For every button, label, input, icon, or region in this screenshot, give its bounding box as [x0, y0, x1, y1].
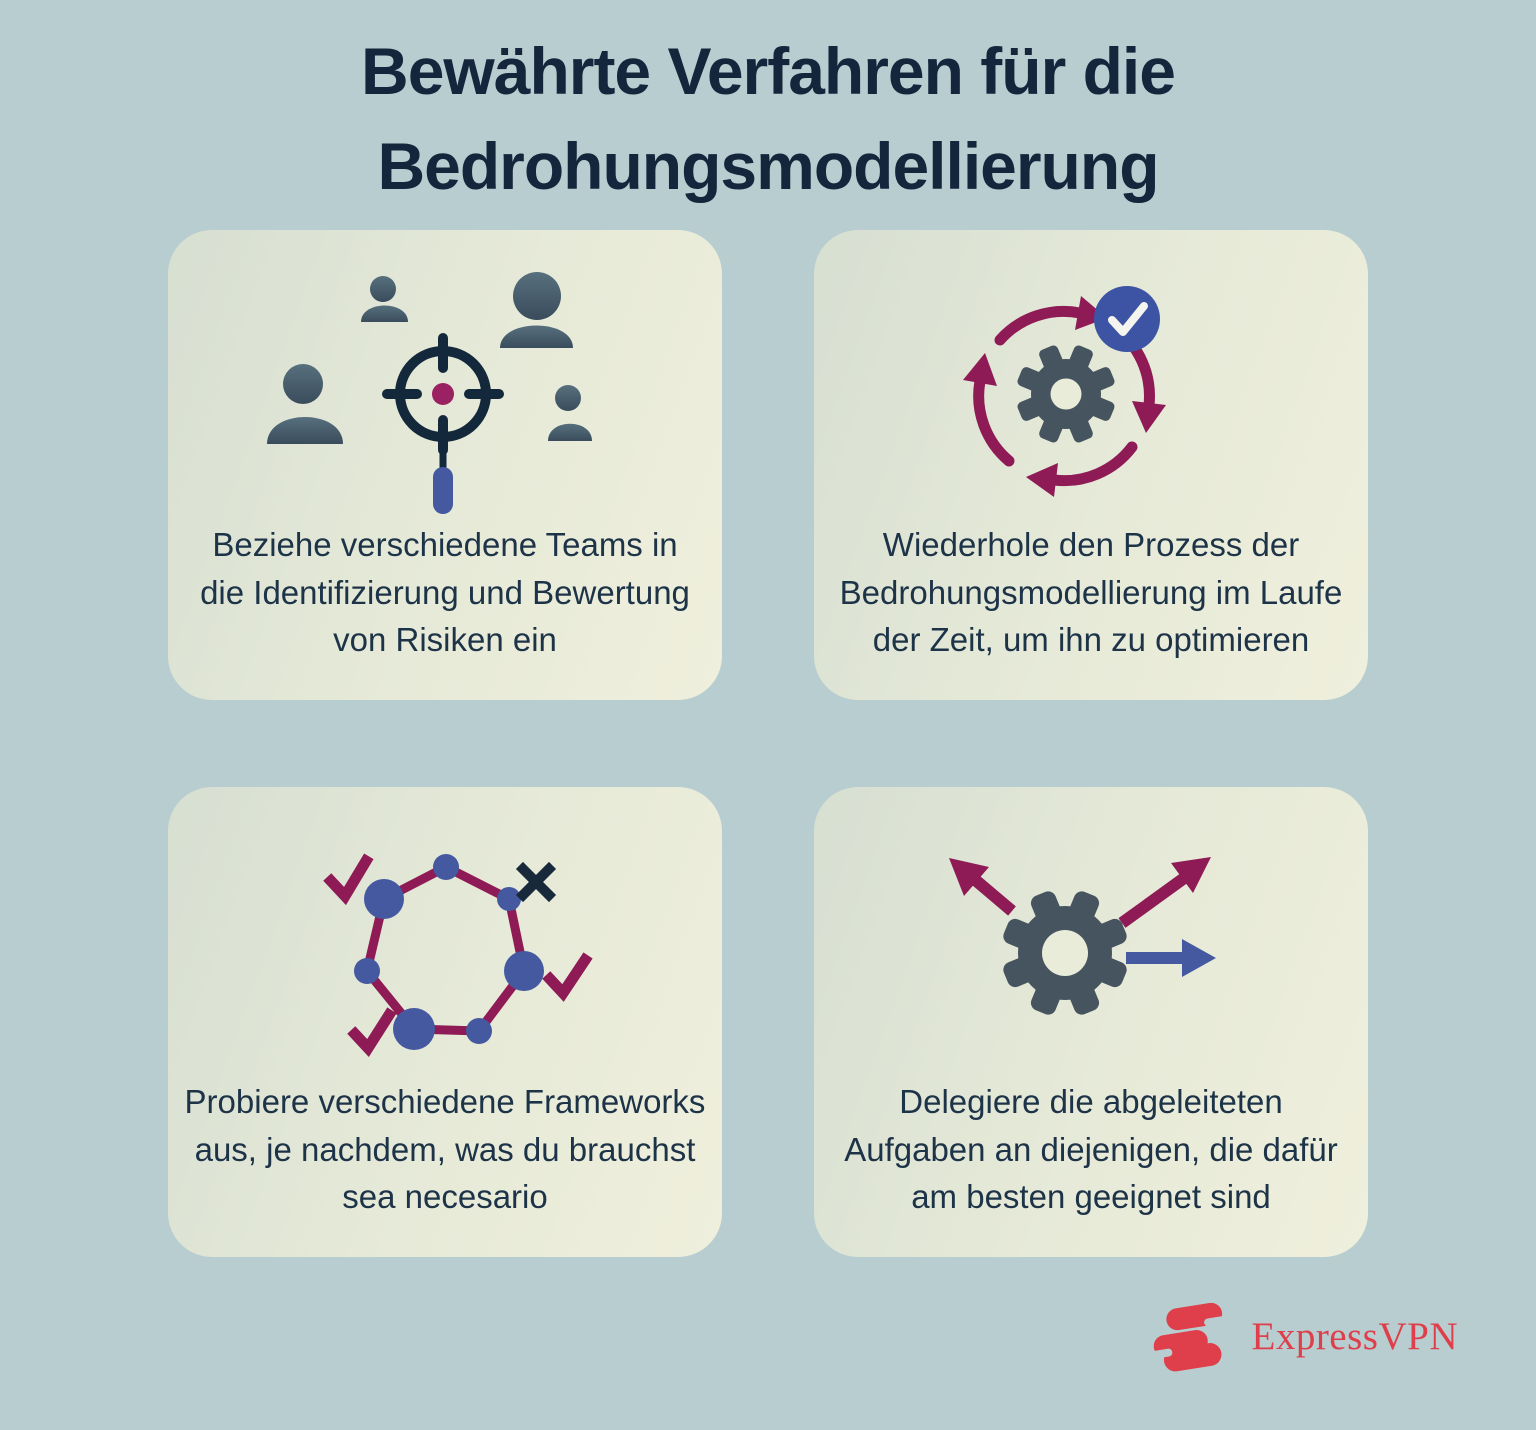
- card-caption: Probiere verschiedene Frameworks aus, je…: [184, 1083, 706, 1216]
- card-try-frameworks: Probiere verschiedene Frameworks aus, je…: [168, 787, 722, 1257]
- expressvpn-logo-icon: [1148, 1302, 1228, 1372]
- cards-grid: Beziehe verschiedene Teams in die Identi…: [168, 230, 1368, 1257]
- page-title: Bewährte Verfahren für die Bedrohungsmod…: [361, 34, 1176, 204]
- gear-cycle-check-icon: [963, 286, 1166, 497]
- card-delegate-tasks: Delegiere die abgeleiteten Aufgaben an d…: [814, 787, 1368, 1257]
- card-involve-teams: Beziehe verschiedene Teams in die Identi…: [168, 230, 722, 700]
- card-caption: Beziehe verschiedene Teams in die Identi…: [200, 526, 690, 659]
- card-iterate-process: Wiederhole den Prozess der Bedrohungsmod…: [814, 230, 1368, 700]
- card-caption: Wiederhole den Prozess der Bedrohungsmod…: [839, 526, 1343, 659]
- brand-footer: ExpressVPN: [1148, 1300, 1459, 1372]
- gear-delegate-arrows-icon: [949, 857, 1216, 1015]
- framework-nodes-icon: [323, 853, 593, 1057]
- card-caption: Delegiere die abgeleiteten Aufgaben an d…: [844, 1083, 1338, 1216]
- people-target-icon: [267, 272, 592, 514]
- expressvpn-wordmark: ExpressVPN: [1251, 1314, 1458, 1358]
